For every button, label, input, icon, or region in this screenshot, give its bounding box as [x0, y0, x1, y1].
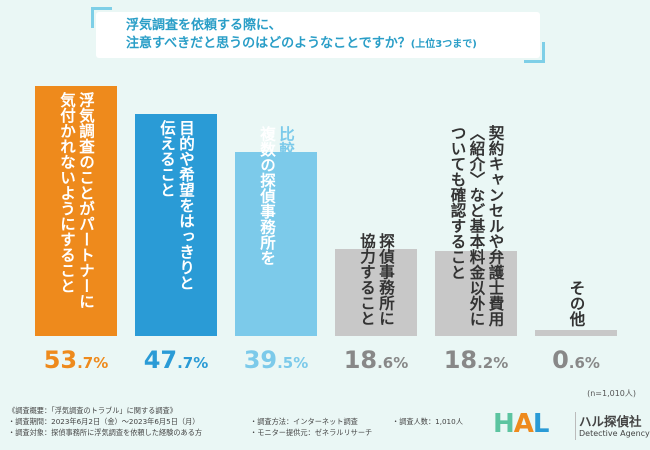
company-logo: HAL ハル探偵社 Detective Agency [493, 409, 650, 445]
value-int: 18 [443, 346, 478, 374]
value-unit: % [584, 354, 600, 372]
bar-label-line: 複数の探偵事務所を [258, 126, 276, 266]
value-unit: % [493, 354, 509, 372]
footer-target: ・調査対象：探偵事務所に浮気調査を依頼した経験のある方 [8, 428, 203, 437]
value-dec: .2 [477, 354, 494, 372]
bar-label-line: 比較してから決めること [277, 126, 295, 297]
logo-separator [575, 412, 576, 440]
bar-label-line: その他 [567, 279, 586, 327]
chart-title-suffix: (上位3つまで) [410, 39, 477, 50]
title-corner-top-left [91, 7, 112, 28]
bar-label-line: 探偵事務所に [377, 233, 395, 326]
value-label-6: 0.6% [535, 346, 617, 374]
bar-2 [135, 114, 217, 336]
bar-label-line: 〈紹介〉など基本料金以外に [467, 124, 486, 327]
value-unit: % [193, 354, 209, 372]
value-int: 53 [43, 346, 78, 374]
bar-label-1: 浮気調査のことがパートナーに 気付かれないようにすること [57, 92, 95, 309]
value-label-3: 39.5% [235, 346, 317, 374]
bar-label-line: 気付かれないようにすること [58, 92, 76, 294]
value-int: 18 [343, 346, 378, 374]
footer-period: ・調査期間：2023年6月2日（金）～2023年6月5日（月） [8, 417, 200, 426]
value-label-5: 18.2% [435, 346, 517, 374]
value-dec: .7 [77, 354, 94, 372]
bar-6 [535, 330, 617, 336]
value-int: 39 [243, 346, 278, 374]
bar-label-line: 契約キャンセルや弁護士費用 [486, 124, 505, 327]
value-label-1: 53.7% [35, 346, 117, 374]
value-dec: .5 [277, 354, 294, 372]
footer-overview: 《調査概要：「浮気調査のトラブル」に関する調査》 [8, 406, 177, 415]
logo-mark: HAL [493, 409, 550, 439]
value-dec: .7 [177, 354, 194, 372]
bar-label-line: ついても確認すること [448, 124, 467, 280]
logo-name: ハル探偵社 [579, 414, 642, 429]
chart-title-line1: 浮気調査を依頼する際に、 [126, 18, 282, 33]
logo-letter-l: L [532, 409, 550, 439]
value-label-2: 47.7% [135, 346, 217, 374]
sample-size-note: (n=1,010人) [587, 389, 636, 398]
logo-letter-a: A [513, 409, 534, 439]
title-box: 浮気調査を依頼する際に、 注意すべきだと思うのはどのようなことですか？(上位3つ… [91, 7, 545, 63]
bar-label-5: 契約キャンセルや弁護士費用 〈紹介〉など基本料金以外に ついても確認すること [448, 125, 505, 327]
value-int: 0 [552, 346, 569, 374]
chart-title-line2: 注意すべきだと思うのはどのようなことですか？ [126, 36, 411, 51]
value-unit: % [393, 354, 409, 372]
survey-footer: 《調査概要：「浮気調査のトラブル」に関する調査》 ・調査期間：2023年6月2日… [8, 405, 202, 438]
value-label-4: 18.6% [335, 346, 417, 374]
chart-title: 浮気調査を依頼する際に、 注意すべきだと思うのはどのようなことですか？(上位3つ… [126, 17, 477, 54]
bar-label-line: 協力すること [358, 233, 376, 326]
value-dec: .6 [377, 354, 394, 372]
bar-label-line: 浮気調査のことがパートナーに [77, 92, 95, 309]
bar-4 [335, 249, 417, 336]
bar-label-3: 比較してから決めること 複数の探偵事務所を [257, 126, 295, 297]
footer-provider: ・モニター提供元：ゼネラルリサーチ [250, 428, 373, 437]
footer-count: ・調査人数：1,010人 [392, 417, 463, 426]
bar-label-4: 探偵事務所に 協力すること [357, 233, 395, 326]
value-int: 47 [143, 346, 178, 374]
bar-3 [235, 152, 317, 336]
value-dec: .6 [568, 354, 585, 372]
bar-5 [435, 251, 517, 336]
logo-english: Detective Agency [579, 429, 650, 438]
bar-label-2: 目的や希望をはっきりと 伝えること [157, 120, 195, 291]
value-unit: % [293, 354, 309, 372]
bar-label-line: 目的や希望をはっきりと [177, 120, 195, 291]
logo-letter-h: H [493, 409, 515, 439]
footer-method: ・調査方法：インターネット調査 [250, 417, 358, 426]
bar-1 [35, 86, 117, 336]
value-unit: % [93, 354, 109, 372]
bar-label-6: その他 [567, 280, 586, 327]
bar-label-line: 伝えること [158, 120, 176, 198]
title-corner-bottom-right [524, 42, 545, 63]
